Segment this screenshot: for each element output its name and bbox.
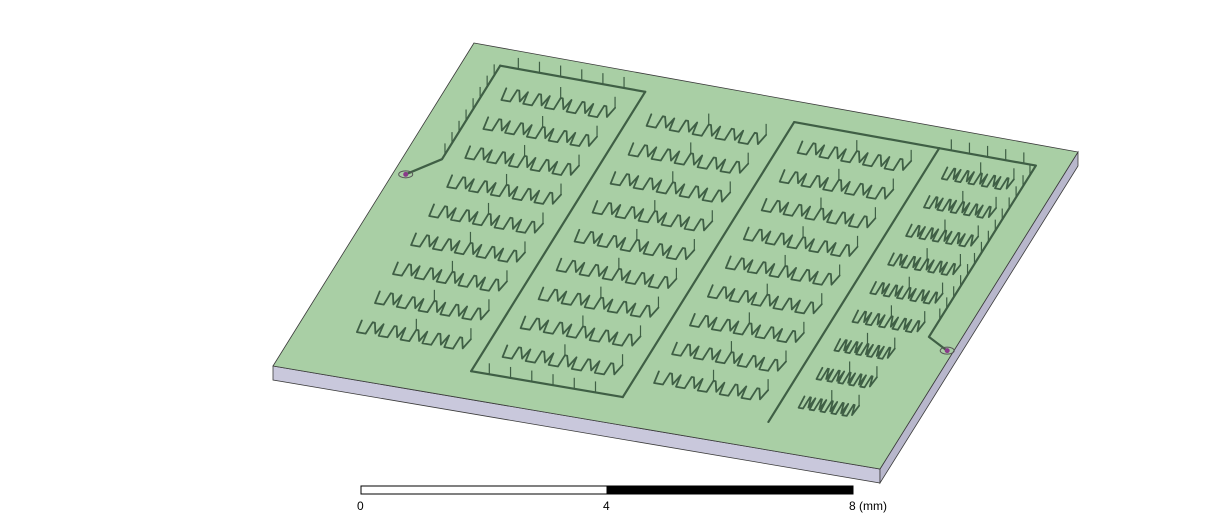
serpentine-b0-r2 (464, 145, 580, 176)
serpentine-b0-r6 (392, 261, 508, 292)
serpentine-b0-r5 (410, 232, 526, 263)
serpentine-b3-r7 (815, 366, 878, 389)
port-right-outline (939, 346, 955, 355)
port-left-outline (398, 170, 414, 179)
port-left (403, 171, 409, 177)
feed-col-2 (621, 120, 796, 399)
serpentine-b2-r4 (725, 255, 841, 286)
feed-top-left-row (499, 64, 647, 93)
feed-bottom-mid-row (470, 370, 624, 399)
serpentine-b1-r3 (591, 200, 714, 232)
serpentine-b1-r7 (519, 315, 642, 347)
serpentine-b3-r6 (833, 338, 896, 360)
feed-top-right-row (793, 120, 941, 150)
feed-col-3 (767, 147, 941, 423)
port-right (944, 348, 950, 354)
serpentine-b2-r8 (653, 370, 769, 401)
feed-right-column (927, 147, 1038, 352)
serpentine-b2-r5 (707, 284, 823, 315)
serpentine-b1-r5 (555, 257, 678, 289)
serpentine-b3-r8 (797, 395, 860, 417)
serpentine-b1-r8 (501, 344, 624, 376)
pcb-board (272, 42, 1079, 485)
board-top-face (272, 42, 1079, 470)
feed-left-column (404, 64, 502, 176)
serpentine-b2-r6 (689, 312, 805, 344)
serpentine-b2-r7 (671, 341, 787, 372)
serpentine-traces (355, 57, 1038, 423)
port-group (398, 170, 955, 355)
serpentine-b1-r0 (645, 113, 767, 146)
feed-col-1 (470, 90, 647, 373)
serpentine-b1-r2 (609, 171, 732, 203)
